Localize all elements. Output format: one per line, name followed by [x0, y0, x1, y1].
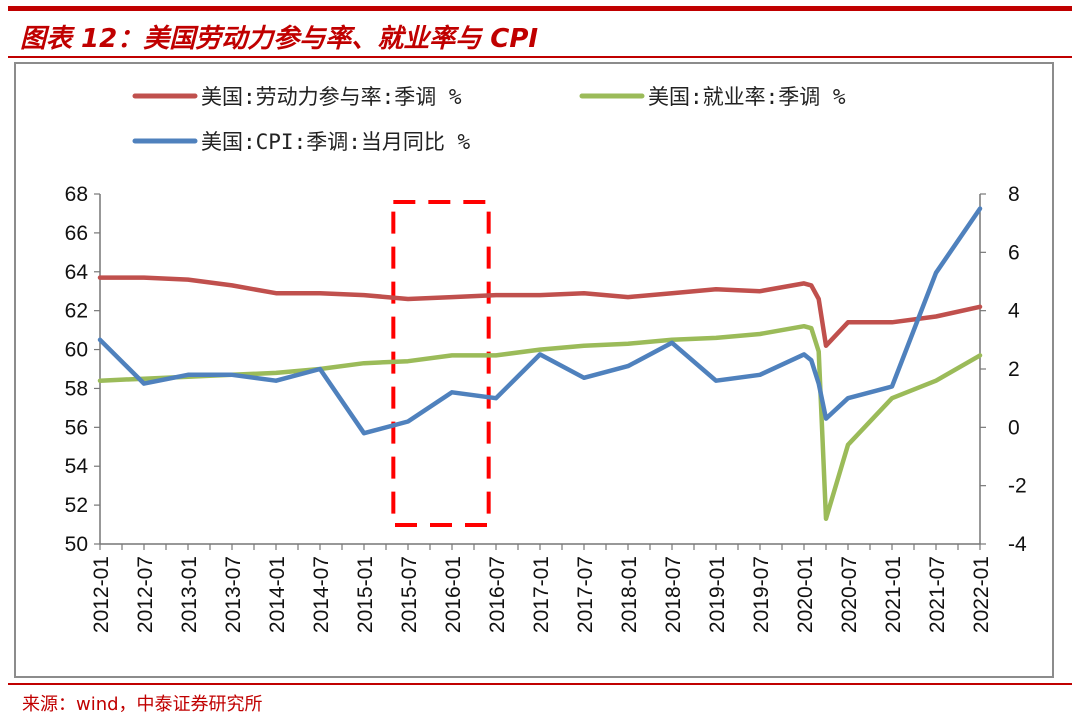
left-tick-label: 54: [65, 455, 89, 478]
right-tick-label: 6: [1008, 241, 1020, 264]
left-tick-label: 56: [65, 416, 88, 439]
left-tick-label: 60: [65, 339, 88, 362]
x-tick-label: 2015-01: [354, 556, 377, 633]
top-red-rule: [8, 6, 1072, 11]
right-tick-label: 4: [1008, 300, 1020, 323]
right-tick-label: -2: [1008, 475, 1027, 498]
x-tick-label: 2019-07: [750, 556, 773, 633]
x-tick-label: 2014-07: [310, 556, 333, 633]
highlight-dashed-box: [391, 200, 491, 527]
left-tick-label: 64: [65, 261, 89, 284]
series-line-2: [97, 323, 983, 521]
x-tick-label: 2016-07: [486, 556, 509, 633]
legend-label-2: 美国:就业率:季调 %: [648, 85, 846, 109]
left-tick-label: 58: [65, 377, 88, 400]
figure-title: 图表 12：美国劳动力参与率、就业率与 CPI: [20, 24, 539, 54]
x-tick-label: 2020-01: [794, 556, 817, 633]
annotation-layer: [391, 200, 491, 527]
x-tick-label: 2013-01: [178, 556, 201, 633]
left-tick-label: 50: [65, 533, 88, 556]
x-tick-label: 2021-07: [926, 556, 949, 633]
legend-label-3: 美国:CPI:季调:当月同比 %: [201, 130, 471, 154]
chart-legend: 美国:劳动力参与率:季调 % 美国:就业率:季调 % 美国:CPI:季调:当月同比 …: [132, 85, 846, 154]
bottom-red-rule: [8, 683, 1072, 685]
x-tick-label: 2012-07: [134, 556, 157, 633]
legend-label-1: 美国:劳动力参与率:季调 %: [201, 85, 462, 109]
series-line-3: [97, 206, 983, 436]
right-tick-label: 8: [1008, 183, 1020, 206]
title-underline: [8, 56, 1072, 58]
x-tick-label: 2017-07: [574, 556, 597, 633]
x-tick-label: 2019-01: [706, 556, 729, 633]
chart-frame: [14, 62, 1054, 678]
left-tick-label: 52: [65, 494, 88, 517]
x-tick-label: 2018-01: [618, 556, 641, 633]
x-tick-label: 2018-07: [662, 556, 685, 633]
x-tick-label: 2017-01: [530, 556, 553, 633]
left-tick-label: 66: [65, 222, 88, 245]
right-tick-label: 2: [1008, 358, 1020, 381]
x-tick-label: 2014-01: [266, 556, 289, 633]
right-tick-label: -4: [1008, 533, 1027, 556]
right-tick-label: 0: [1008, 416, 1020, 439]
x-tick-label: 2012-01: [90, 556, 113, 633]
left-tick-label: 62: [65, 300, 88, 323]
x-tick-label: 2015-07: [398, 556, 421, 633]
chart-series: [97, 206, 983, 521]
x-tick-label: 2022-01: [970, 556, 993, 633]
x-tick-label: 2021-01: [882, 556, 905, 633]
left-tick-label: 68: [65, 183, 88, 206]
x-tick-label: 2016-01: [442, 556, 465, 633]
source-note: 来源：wind，中泰证券研究所: [22, 694, 263, 715]
series-line-1: [97, 275, 983, 348]
x-tick-label: 2020-07: [838, 556, 861, 633]
x-tick-label: 2013-07: [222, 556, 245, 633]
